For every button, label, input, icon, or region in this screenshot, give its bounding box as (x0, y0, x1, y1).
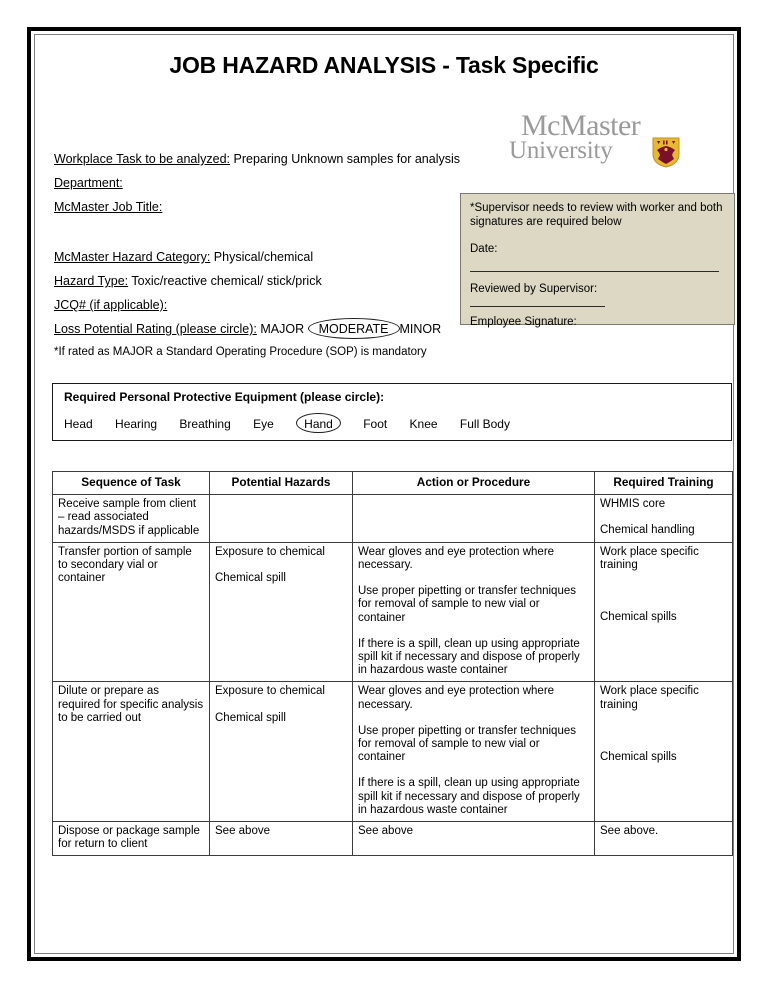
column-header-sequence-of-task: Sequence of Task (52, 470, 210, 496)
field-workplace-task-label: Workplace Task to be analyzed: (54, 152, 231, 166)
page-inner-border: JOB HAZARD ANALYSIS - Task Specific McMa… (34, 34, 735, 954)
action-item: If there is a spill, clean up using appr… (358, 777, 580, 816)
training-item: Work place specific training (600, 545, 699, 572)
ppe-item-breathing[interactable]: Breathing (179, 417, 231, 431)
ppe-item-full-body[interactable]: Full Body (459, 417, 510, 431)
field-hazard-type: Hazard Type: Toxic/reactive chemical/ st… (54, 274, 484, 288)
cell-sequence: Receive sample from client – read associ… (52, 494, 210, 543)
cell-training: See above. (594, 821, 733, 857)
page-frame: JOB HAZARD ANALYSIS - Task Specific McMa… (27, 27, 741, 961)
field-hazard-type-value[interactable]: Toxic/reactive chemical/ stick/prick (131, 274, 322, 288)
ppe-item-knee[interactable]: Knee (409, 417, 438, 431)
hazard-item: Chemical spill (215, 572, 286, 585)
supervisor-signature-box: *Supervisor needs to review with worker … (460, 193, 735, 328)
table-row: Dispose or package sample for return to … (52, 821, 733, 857)
cell-sequence: Dilute or prepare as required for specif… (52, 681, 210, 823)
field-loss-potential-label: Loss Potential Rating (please circle): (54, 322, 257, 336)
mcmaster-logo: McMaster University (509, 109, 709, 168)
hazard-item: Chemical spill (215, 711, 286, 724)
circled-marker-icon (296, 413, 341, 433)
training-item: Work place specific training (600, 685, 699, 711)
logo-text-university: University (509, 137, 613, 164)
field-hazard-type-label: Hazard Type: (54, 274, 129, 288)
sop-note: *If rated as MAJOR a Standard Operating … (54, 346, 427, 358)
ppe-item-hearing[interactable]: Hearing (115, 417, 158, 431)
ppe-item-eye[interactable]: Eye (253, 417, 274, 431)
circled-marker-icon (307, 318, 400, 339)
loss-option-moderate[interactable]: MODERATE (307, 318, 400, 339)
field-hazard-category: McMaster Hazard Category: Physical/chemi… (54, 250, 484, 264)
action-item: Use proper pipetting or transfer techniq… (358, 724, 576, 764)
training-item: Chemical spills (600, 611, 677, 624)
form-fields: Workplace Task to be analyzed: Preparing… (54, 152, 484, 359)
loss-option-minor[interactable]: MINOR (399, 322, 442, 336)
field-jcq: JCQ# (if applicable): (54, 298, 484, 312)
table-header-row: Sequence of Task Potential Hazards Actio… (52, 470, 733, 496)
table-row: Transfer portion of sample to secondary … (52, 541, 733, 683)
field-department-label: Department: (54, 176, 123, 190)
reviewed-by-supervisor-label: Reviewed by Supervisor: (470, 283, 598, 295)
cell-actions (352, 494, 595, 543)
page-title: JOB HAZARD ANALYSIS - Task Specific (169, 52, 599, 78)
table-row: Receive sample from client – read associ… (52, 494, 733, 543)
ppe-box: Required Personal Protective Equipment (… (52, 383, 732, 441)
action-item: Use proper pipetting or transfer techniq… (358, 585, 576, 624)
ppe-item-hand[interactable]: Hand (296, 413, 341, 433)
cell-sequence: Dispose or package sample for return to … (52, 821, 210, 857)
action-item: If there is a spill, clean up using appr… (358, 637, 580, 677)
logo-text-mcmaster: McMaster (521, 109, 641, 142)
field-department: Department: (54, 176, 484, 190)
cell-actions: Wear gloves and eye protection where nec… (352, 541, 595, 683)
field-hazard-category-label: McMaster Hazard Category: (54, 250, 211, 264)
loss-option-major[interactable]: MAJOR (260, 322, 305, 336)
training-item: WHMIS core (600, 498, 666, 511)
field-loss-potential: Loss Potential Rating (please circle): M… (54, 318, 484, 339)
ppe-title: Required Personal Protective Equipment (… (64, 390, 385, 404)
field-job-title: McMaster Job Title: (54, 200, 484, 214)
field-workplace-task: Workplace Task to be analyzed: Preparing… (54, 152, 484, 166)
hazard-item: Exposure to chemical (215, 545, 325, 558)
column-header-potential-hazards: Potential Hazards (209, 470, 353, 496)
ppe-item-foot[interactable]: Foot (363, 417, 388, 431)
cell-hazards (209, 494, 353, 543)
field-spacer (54, 224, 484, 250)
cell-sequence: Transfer portion of sample to secondary … (52, 541, 210, 683)
field-jcq-label: JCQ# (if applicable): (54, 298, 168, 312)
field-workplace-task-value[interactable]: Preparing Unknown samples for analysis (233, 152, 461, 166)
employee-signature-label: Employee Signature: (470, 316, 577, 328)
training-item: Chemical spills (600, 750, 677, 763)
cell-hazards: Exposure to chemical Chemical spill (209, 681, 353, 823)
job-hazard-analysis-table: Sequence of Task Potential Hazards Actio… (52, 470, 733, 857)
document-body: JOB HAZARD ANALYSIS - Task Specific McMa… (35, 35, 735, 953)
action-item: Wear gloves and eye protection where nec… (358, 685, 555, 711)
supervisor-date-label: Date: (470, 243, 498, 255)
field-hazard-category-value[interactable]: Physical/chemical (213, 250, 314, 264)
field-job-title-label: McMaster Job Title: (54, 200, 163, 214)
date-signature-line[interactable] (470, 270, 719, 272)
cell-hazards: See above (209, 821, 353, 857)
table-row: Dilute or prepare as required for specif… (52, 681, 733, 823)
column-header-required-training: Required Training (594, 470, 733, 496)
training-item: Chemical handling (600, 524, 695, 537)
cell-training: Work place specific training Chemical sp… (594, 681, 733, 823)
ppe-item-list: Head Hearing Breathing Eye Hand Foot Kne… (64, 413, 720, 433)
action-item: Wear gloves and eye protection where nec… (358, 545, 555, 572)
hazard-item: Exposure to chemical (215, 685, 325, 698)
ppe-item-head[interactable]: Head (64, 417, 93, 431)
column-header-action-or-procedure: Action or Procedure (352, 470, 595, 496)
cell-actions: See above (352, 821, 595, 857)
cell-hazards: Exposure to chemical Chemical spill (209, 541, 353, 683)
cell-training: Work place specific training Chemical sp… (594, 541, 733, 683)
supervisor-note: *Supervisor needs to review with worker … (470, 202, 723, 228)
supervisor-signature-line[interactable] (470, 305, 605, 307)
cell-actions: Wear gloves and eye protection where nec… (352, 681, 595, 823)
cell-training: WHMIS core Chemical handling (594, 494, 733, 543)
mcmaster-crest-icon (652, 137, 680, 168)
